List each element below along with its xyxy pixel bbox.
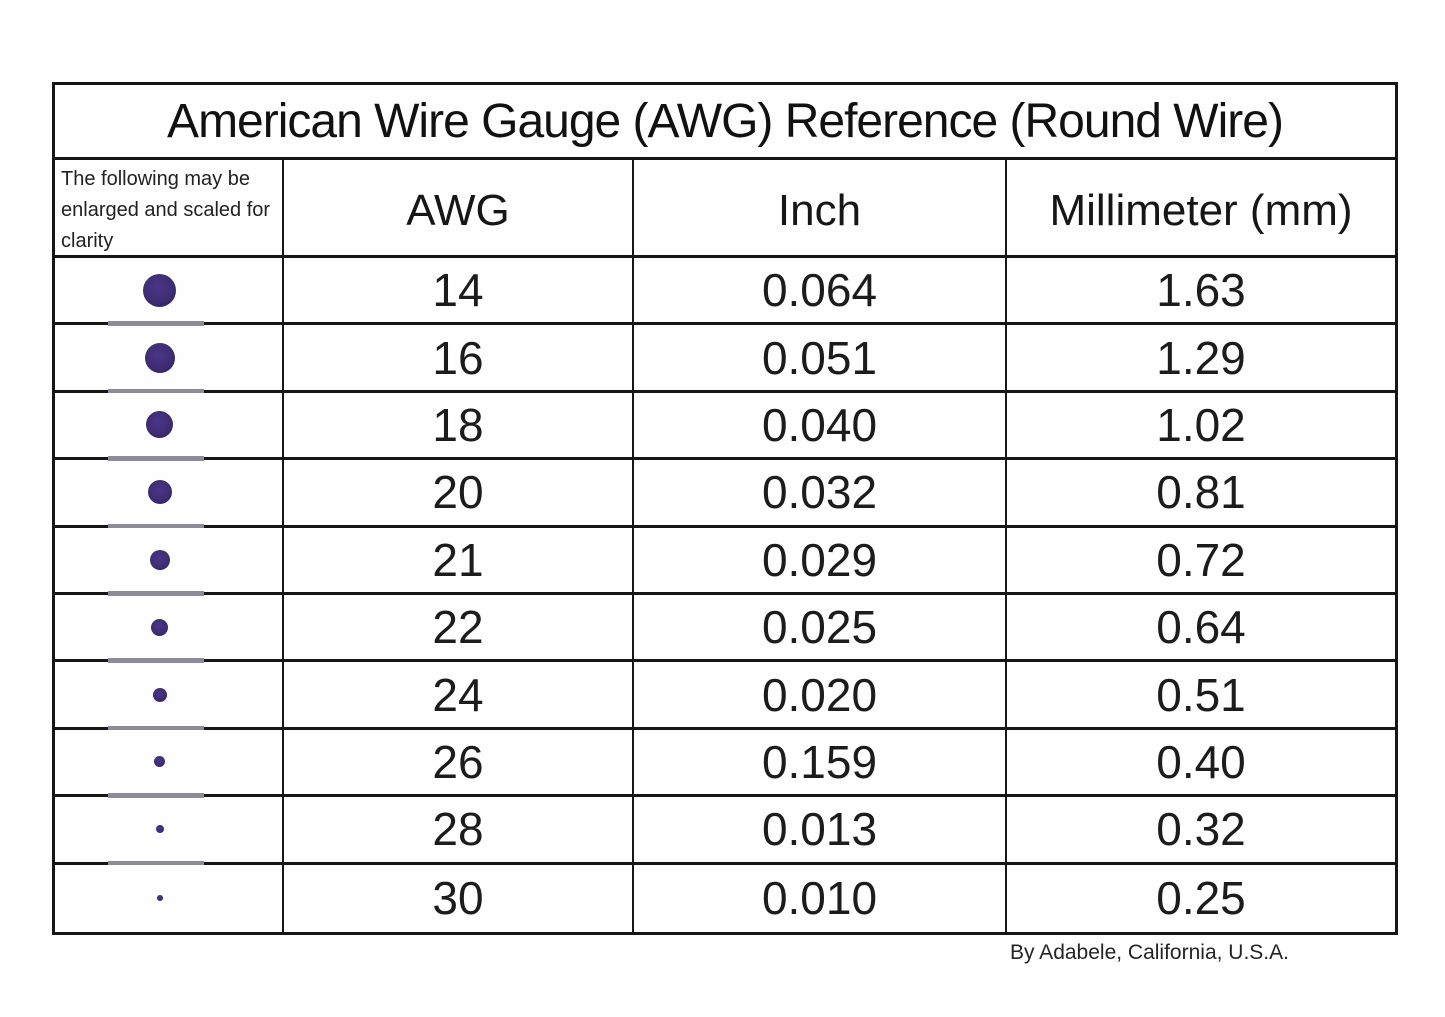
table-row: 14 0.064 1.63 xyxy=(55,258,1395,326)
column-header-awg: AWG xyxy=(284,160,634,261)
wire-dot xyxy=(151,618,168,636)
awg-value: 21 xyxy=(284,527,634,592)
page-title: American Wire Gauge (AWG) Reference (Rou… xyxy=(167,94,1284,148)
awg-reference-table: American Wire Gauge (AWG) Reference (Rou… xyxy=(52,82,1398,935)
dot-underline xyxy=(107,793,204,798)
mm-value: 0.51 xyxy=(1156,668,1246,721)
mm-value: 1.63 xyxy=(1156,264,1246,317)
dot-underline xyxy=(107,523,204,529)
wire-dot-cell xyxy=(55,594,284,663)
awg-value: 20 xyxy=(284,460,634,525)
table-row: 24 0.020 0.51 xyxy=(55,662,1395,731)
dot-underline xyxy=(107,658,204,663)
table-title-row: American Wire Gauge (AWG) Reference (Rou… xyxy=(55,85,1395,160)
dot-underline xyxy=(107,456,204,461)
wire-dot xyxy=(143,273,176,307)
table-row: 26 0.159 0.40 xyxy=(55,729,1395,798)
credit-text: By Adabele, California, U.S.A. xyxy=(1010,941,1289,964)
inch-value: 0.020 xyxy=(634,662,1007,727)
mm-value: 0.81 xyxy=(1156,466,1246,519)
table-body: 14 0.064 1.63 16 0.051 1.29 18 0.040 1.0… xyxy=(55,258,1395,932)
mm-value: 0.25 xyxy=(1156,872,1246,925)
inch-value: 0.040 xyxy=(634,392,1007,458)
table-row: 21 0.029 0.72 xyxy=(55,527,1395,596)
inch-value: 0.025 xyxy=(634,594,1007,660)
wire-dot-cell xyxy=(55,729,284,798)
wire-dot-cell xyxy=(55,392,284,461)
wire-dot xyxy=(152,687,167,702)
mm-value: 1.02 xyxy=(1156,398,1246,451)
awg-value: 30 xyxy=(284,864,634,932)
dot-underline xyxy=(107,725,204,731)
inch-value: 0.051 xyxy=(634,325,1007,390)
dot-underline xyxy=(107,591,204,596)
awg-value: 28 xyxy=(284,797,634,862)
dot-underline xyxy=(107,321,204,326)
clarity-note: The following may be enlarged and scaled… xyxy=(55,160,284,261)
awg-value: 24 xyxy=(284,662,634,727)
wire-dot-cell xyxy=(55,797,284,866)
mm-value: 1.29 xyxy=(1156,331,1246,384)
table-header-row: The following may be enlarged and scaled… xyxy=(55,160,1395,261)
wire-dot xyxy=(147,480,172,505)
inch-value: 0.159 xyxy=(634,729,1007,795)
clarity-note-line: enlarged and scaled for xyxy=(61,199,271,221)
table-row: 28 0.013 0.32 xyxy=(55,797,1395,866)
mm-value: 0.64 xyxy=(1156,601,1246,654)
wire-dot-cell xyxy=(55,527,284,596)
inch-value: 0.064 xyxy=(634,258,1007,323)
wire-dot xyxy=(149,549,170,570)
wire-dot xyxy=(156,895,163,902)
awg-value: 14 xyxy=(284,258,634,323)
awg-value: 26 xyxy=(284,729,634,795)
column-header-mm: Millimeter (mm) xyxy=(1049,185,1353,235)
table-row: 20 0.032 0.81 xyxy=(55,460,1395,529)
wire-dot xyxy=(155,825,164,834)
wire-dot-cell xyxy=(55,460,284,529)
table-row: 22 0.025 0.64 xyxy=(55,594,1395,663)
inch-value: 0.029 xyxy=(634,527,1007,592)
inch-value: 0.010 xyxy=(634,864,1007,932)
table-row: 18 0.040 1.02 xyxy=(55,392,1395,461)
wire-dot-cell xyxy=(55,662,284,731)
awg-value: 22 xyxy=(284,594,634,660)
awg-value: 16 xyxy=(284,325,634,390)
mm-value: 0.32 xyxy=(1156,803,1246,856)
mm-value: 0.72 xyxy=(1156,533,1246,586)
dot-underline xyxy=(107,388,204,394)
wire-dot xyxy=(146,411,173,439)
clarity-note-line: clarity xyxy=(61,230,114,252)
wire-dot-cell xyxy=(55,258,284,326)
wire-dot-cell xyxy=(55,864,284,932)
table-row: 16 0.051 1.29 xyxy=(55,325,1395,394)
wire-dot-cell xyxy=(55,325,284,394)
inch-value: 0.013 xyxy=(634,797,1007,862)
clarity-note-line: The following may be xyxy=(61,168,250,190)
wire-dot xyxy=(144,342,175,373)
dot-underline xyxy=(107,860,204,866)
mm-value: 0.40 xyxy=(1156,735,1246,788)
inch-value: 0.032 xyxy=(634,460,1007,525)
awg-value: 18 xyxy=(284,392,634,458)
column-header-inch: Inch xyxy=(634,160,1007,261)
wire-dot xyxy=(154,756,165,768)
table-row: 30 0.010 0.25 xyxy=(55,864,1395,932)
